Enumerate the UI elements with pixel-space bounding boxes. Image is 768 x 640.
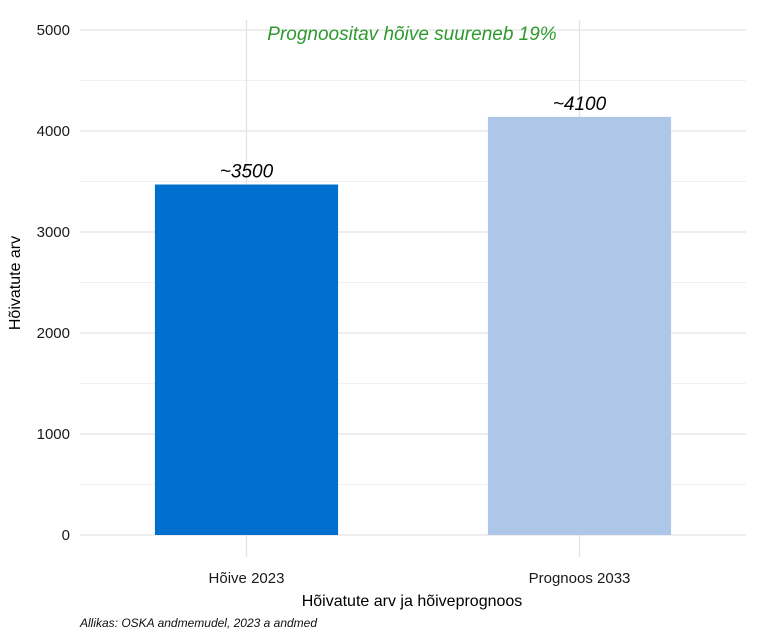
data-label: ~3500 [220, 162, 274, 183]
y-tick-label: 4000 [37, 123, 70, 140]
bar [487, 116, 672, 536]
y-tick-label: 1000 [37, 426, 70, 443]
data-label: ~4100 [553, 94, 607, 115]
x-tick-label: Hõive 2023 [209, 570, 285, 587]
chart-annotation: Prognoositav hõive suureneb 19% [267, 24, 557, 45]
x-tick-label: Prognoos 2033 [529, 570, 631, 587]
y-axis-title: Hõivatute arv [7, 236, 24, 330]
source-caption: Allikas: OSKA andmemudel, 2023 a andmed [80, 616, 318, 630]
y-tick-label: 3000 [37, 224, 70, 241]
y-tick-label: 5000 [37, 22, 70, 39]
bar [154, 184, 339, 535]
bars [154, 116, 672, 536]
y-tick-label: 2000 [37, 325, 70, 342]
y-axis-ticks: 0 1000 2000 3000 4000 5000 [37, 22, 70, 544]
x-axis-title: Hõivatute arv ja hõiveprognoos [302, 593, 523, 610]
data-labels: ~3500 ~4100 [220, 94, 607, 183]
y-tick-label: 0 [62, 527, 70, 544]
x-axis-ticks: Hõive 2023 Prognoos 2033 [209, 570, 631, 587]
